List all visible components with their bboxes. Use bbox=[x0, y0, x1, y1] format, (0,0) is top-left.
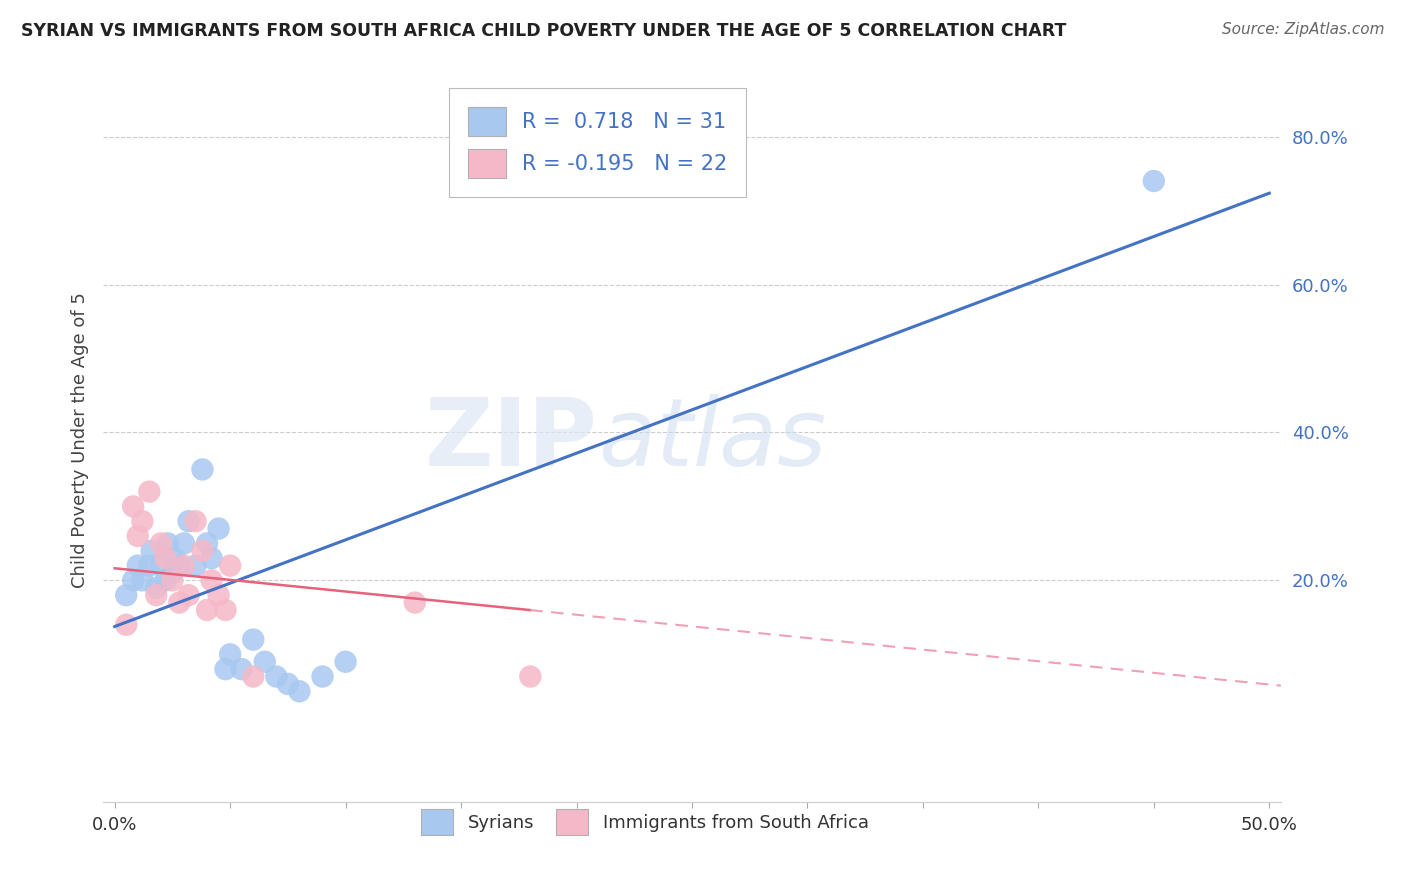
Point bbox=[177, 588, 200, 602]
Point bbox=[214, 662, 236, 676]
Point bbox=[163, 551, 186, 566]
Text: ZIP: ZIP bbox=[425, 394, 598, 486]
Point bbox=[195, 603, 218, 617]
Point bbox=[156, 536, 179, 550]
Point bbox=[155, 551, 177, 566]
Point bbox=[127, 558, 149, 573]
Point bbox=[191, 543, 214, 558]
Point bbox=[219, 648, 242, 662]
Text: atlas: atlas bbox=[598, 394, 825, 485]
Point bbox=[231, 662, 253, 676]
Point bbox=[404, 596, 426, 610]
Y-axis label: Child Poverty Under the Age of 5: Child Poverty Under the Age of 5 bbox=[72, 292, 89, 588]
Point bbox=[149, 558, 172, 573]
Point bbox=[169, 558, 191, 573]
Point bbox=[149, 536, 172, 550]
Point bbox=[207, 588, 229, 602]
Point bbox=[519, 669, 541, 683]
Point bbox=[138, 558, 160, 573]
Point bbox=[242, 669, 264, 683]
Point bbox=[122, 500, 145, 514]
Point bbox=[277, 677, 299, 691]
Point bbox=[253, 655, 276, 669]
Point bbox=[145, 588, 167, 602]
Point bbox=[184, 558, 207, 573]
Point bbox=[145, 581, 167, 595]
Point bbox=[173, 536, 195, 550]
Point bbox=[1143, 174, 1166, 188]
Point bbox=[207, 522, 229, 536]
Point bbox=[335, 655, 357, 669]
Point bbox=[266, 669, 288, 683]
Point bbox=[122, 574, 145, 588]
Point bbox=[155, 574, 177, 588]
Point bbox=[184, 514, 207, 528]
Point bbox=[214, 603, 236, 617]
Point bbox=[169, 596, 191, 610]
Point bbox=[138, 484, 160, 499]
Legend: Syrians, Immigrants from South Africa: Syrians, Immigrants from South Africa bbox=[412, 800, 877, 844]
Text: Source: ZipAtlas.com: Source: ZipAtlas.com bbox=[1222, 22, 1385, 37]
Point bbox=[242, 632, 264, 647]
Point bbox=[201, 551, 224, 566]
Point bbox=[162, 566, 184, 580]
Point bbox=[115, 617, 138, 632]
Point bbox=[288, 684, 311, 698]
Point bbox=[191, 462, 214, 476]
Point bbox=[141, 543, 163, 558]
Point bbox=[131, 574, 153, 588]
Point bbox=[219, 558, 242, 573]
Point bbox=[201, 574, 224, 588]
Point bbox=[177, 514, 200, 528]
Point bbox=[131, 514, 153, 528]
Point bbox=[162, 574, 184, 588]
Point bbox=[173, 558, 195, 573]
Point bbox=[127, 529, 149, 543]
Point bbox=[195, 536, 218, 550]
Point bbox=[115, 588, 138, 602]
Text: SYRIAN VS IMMIGRANTS FROM SOUTH AFRICA CHILD POVERTY UNDER THE AGE OF 5 CORRELAT: SYRIAN VS IMMIGRANTS FROM SOUTH AFRICA C… bbox=[21, 22, 1067, 40]
Point bbox=[311, 669, 333, 683]
